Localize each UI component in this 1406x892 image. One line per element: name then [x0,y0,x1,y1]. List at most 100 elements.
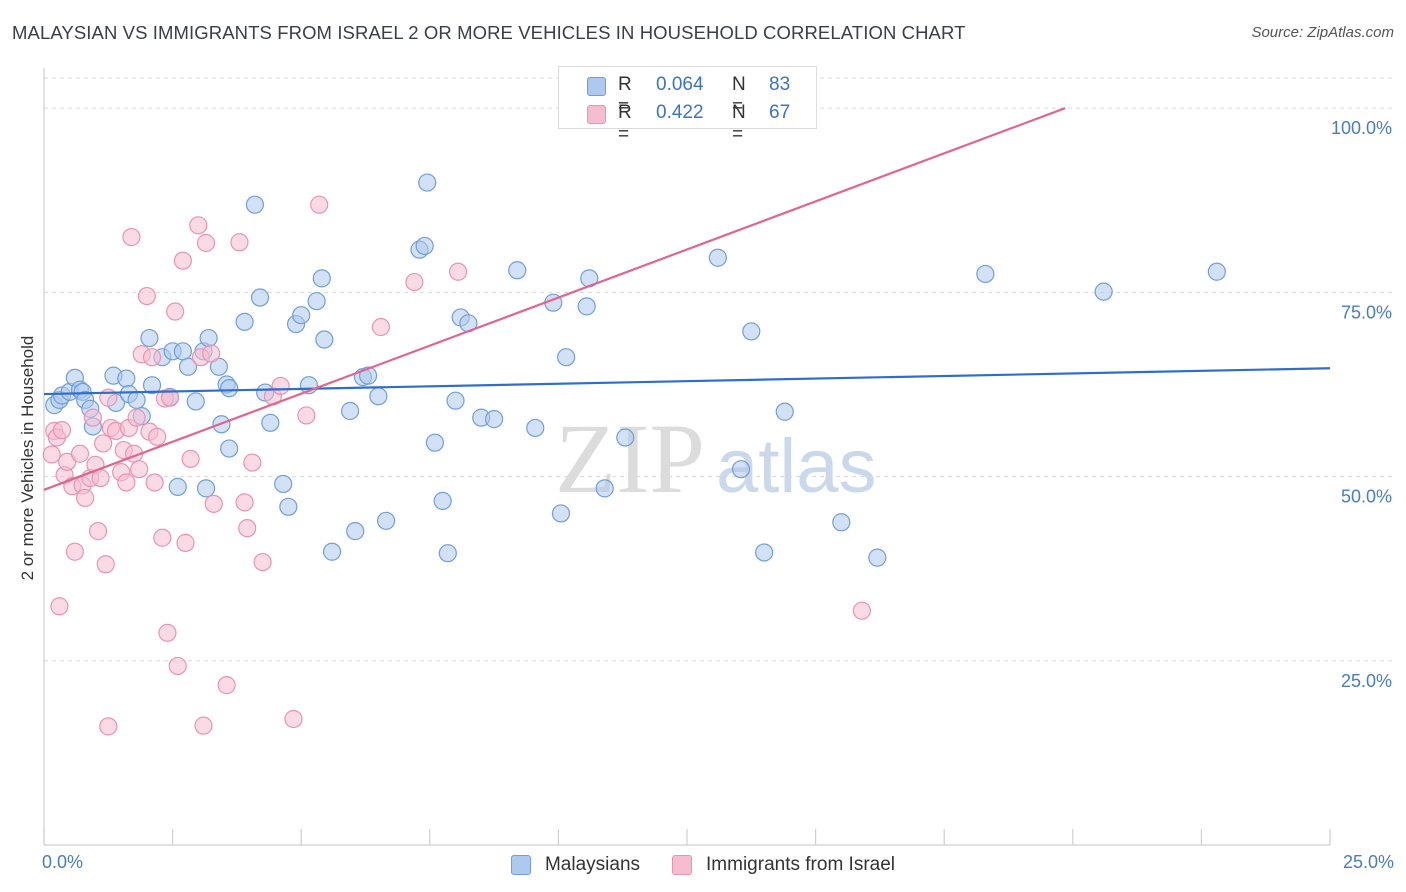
data-point [122,228,141,247]
data-point [418,173,437,192]
data-point [220,379,239,398]
data-point [731,460,751,479]
data-point [446,391,465,410]
data-point [433,491,452,510]
data-point [166,302,185,321]
data-point [271,376,290,396]
data-point [976,264,995,284]
data-point [142,348,162,367]
series-malaysians [45,173,1226,567]
data-point [708,248,727,267]
data-point [220,439,239,458]
data-point [230,233,249,252]
data-point [91,468,110,488]
trend-line-pink [43,107,1066,491]
data-point [117,369,136,388]
data-point [96,555,115,574]
data-point [526,418,545,438]
legend-item-israel[interactable]: Immigrants from Israel [672,852,895,878]
data-point [551,504,571,523]
data-point [310,195,329,214]
data-point [52,421,72,440]
data-point [577,297,596,316]
data-point [173,251,192,270]
data-point [340,401,360,421]
data-point [199,328,218,348]
data-point [70,444,90,463]
data-point [196,233,216,253]
grid [44,77,1392,662]
data-point [369,387,388,406]
data-point [50,597,69,616]
data-point [832,513,851,532]
data-point [217,676,236,695]
data-point [274,474,293,494]
data-point [189,216,208,235]
data-point [346,522,365,541]
data-point [292,306,311,325]
data-point [58,452,77,471]
data-point [153,528,172,547]
stats-n-label: N = [732,74,746,117]
data-point [117,473,136,492]
legend-swatch-pink [672,855,693,875]
data-point [194,716,213,735]
data-point [83,408,102,427]
data-point [485,410,504,429]
data-point [297,406,316,425]
data-point [178,357,198,376]
data-point [322,542,342,561]
data-point [371,317,391,337]
data-point [755,543,774,562]
data-point [148,427,167,446]
data-point [142,376,162,395]
stats-r-label: R = [618,102,632,145]
data-point [176,533,195,552]
stats-swatch-pink [587,105,606,124]
data-point [186,392,205,411]
watermark: ZIP atlas [555,403,877,514]
data-point [261,413,280,432]
data-point [130,460,149,479]
legend-label: Immigrants from Israel [706,854,896,875]
data-point [742,322,761,341]
x-tick-label-max: 25.0% [1342,852,1394,872]
data-point [616,428,635,447]
y-tick-label: 50.0% [1341,487,1392,507]
data-point [202,344,221,363]
data-point [595,479,614,498]
data-point [448,262,468,281]
data-point [307,292,326,311]
data-point [243,453,262,472]
y-tick-label: 25.0% [1341,671,1392,691]
data-point [235,312,254,331]
data-point [279,497,298,516]
data-point [76,488,95,508]
data-point [1207,262,1226,281]
data-point [140,328,159,348]
chart-title: MALAYSIAN VS IMMIGRANTS FROM ISRAEL 2 OR… [12,22,966,43]
data-point [253,552,272,572]
data-point [238,519,257,538]
data-point [42,445,61,464]
data-point [438,544,457,563]
legend-item-malaysians[interactable]: Malaysians [510,852,640,878]
data-point [557,348,576,367]
data-point [284,709,303,729]
stats-r-label: R = [618,74,632,117]
legend: Malaysians Immigrants from Israel [0,852,1406,878]
ticks: 25.0% 50.0% 75.0% 100.0% [43,118,1392,845]
data-point [127,408,146,427]
trend-line-blue [43,367,1331,396]
data-point [508,261,527,280]
data-point [158,623,177,642]
x-tick-label-min: 0.0% [42,852,84,872]
data-point [425,433,445,452]
data-point [315,330,334,349]
data-point [145,473,164,492]
data-point [160,388,180,407]
data-point [204,494,223,513]
data-point [235,493,254,512]
data-point [415,236,434,256]
